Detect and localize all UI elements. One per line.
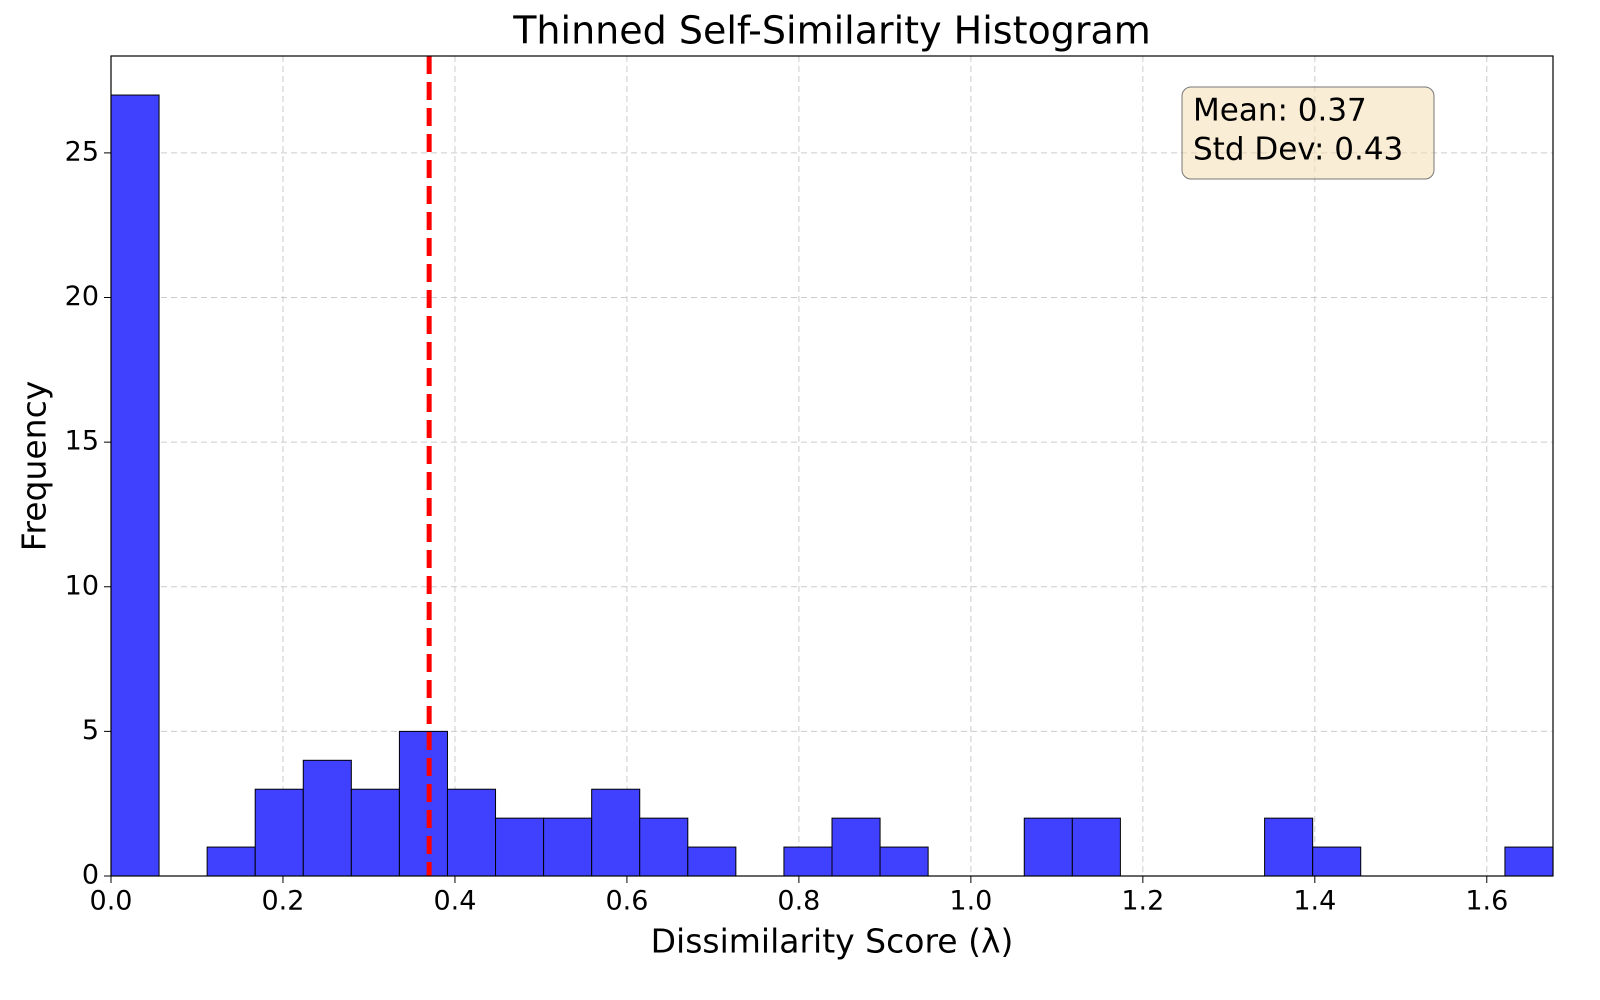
bar: [591, 788, 641, 877]
bar: [831, 817, 881, 877]
x-axis-label: Dissimilarity Score (λ): [651, 922, 1014, 961]
bar: [543, 817, 593, 877]
x-tick-label: 1.0: [949, 886, 992, 917]
y-tick-label: 5: [82, 715, 99, 746]
bar: [639, 817, 689, 877]
plot-frame: [110, 55, 1554, 877]
bar: [110, 94, 160, 877]
y-tick-label: 15: [65, 426, 99, 457]
annotation-text: Std Dev: 0.43: [1193, 132, 1403, 168]
bar: [879, 846, 929, 877]
x-tick-label: 0.0: [90, 886, 133, 917]
x-tick-label: 0.8: [777, 886, 820, 917]
y-tick-label: 10: [65, 570, 99, 601]
bar: [350, 788, 400, 877]
bar: [1264, 817, 1314, 877]
x-tick-label: 0.2: [261, 886, 304, 917]
bar: [495, 817, 545, 877]
bar: [446, 788, 497, 877]
y-tick-label: 20: [65, 281, 99, 312]
x-tick-label: 1.2: [1121, 886, 1164, 917]
bar: [302, 759, 352, 877]
bar: [687, 846, 737, 877]
bar: [1504, 846, 1554, 877]
chart-title: Thinned Self-Similarity Histogram: [512, 9, 1151, 53]
bar: [1023, 817, 1073, 877]
y-tick-label: 25: [65, 136, 99, 167]
annotation-text: Mean: 0.37: [1193, 93, 1367, 129]
x-tick-label: 1.4: [1293, 886, 1336, 917]
bar: [783, 846, 833, 877]
annotation-box: [1181, 86, 1435, 180]
bar: [206, 846, 256, 877]
x-tick-label: 0.6: [605, 886, 648, 917]
bar: [254, 788, 304, 877]
bar: [398, 730, 448, 877]
bar: [1071, 817, 1121, 877]
x-tick-label: 1.6: [1465, 886, 1508, 917]
y-axis-label: Frequency: [15, 381, 54, 551]
x-tick-label: 0.4: [433, 886, 476, 917]
y-tick-label: 0: [82, 860, 99, 891]
bar: [1312, 846, 1362, 877]
